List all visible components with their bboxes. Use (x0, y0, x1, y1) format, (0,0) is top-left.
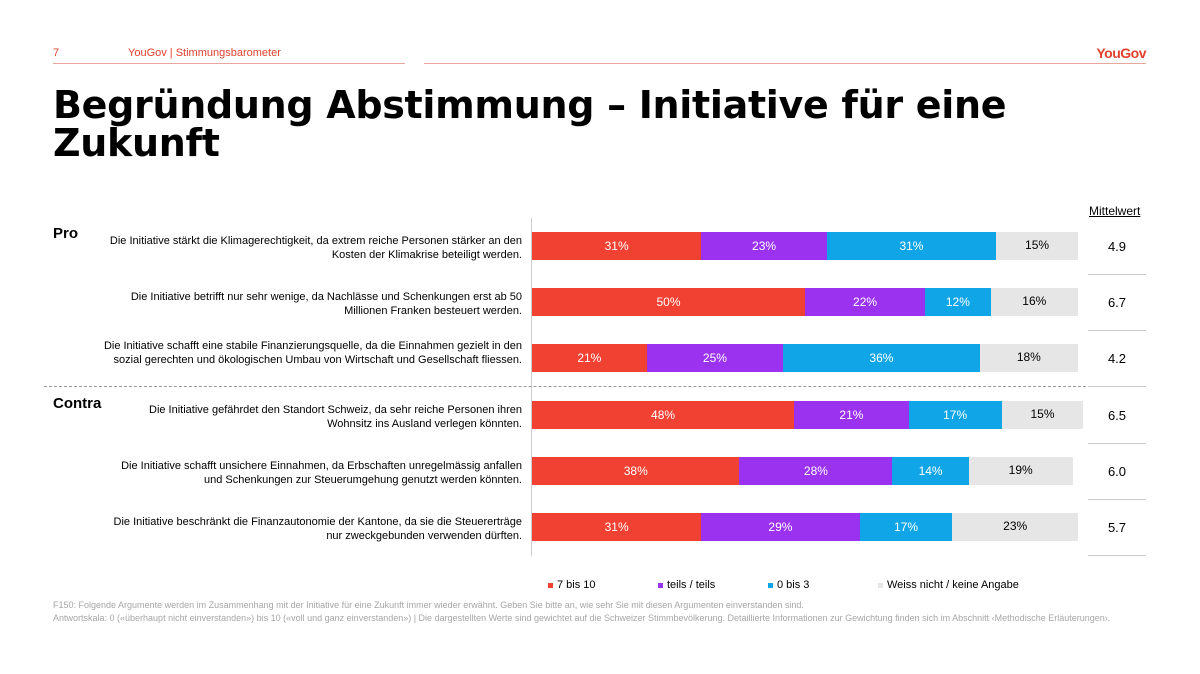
legend-swatch (768, 582, 773, 588)
mean-value: 6.5 (1107, 408, 1127, 423)
bar-segment: 38% (532, 457, 740, 485)
category-label: Die Initiative beschränkt die Finanzauto… (113, 516, 522, 542)
category-label: Die Initiative stärkt die Klimagerechtig… (109, 235, 522, 261)
bar-segment: 22% (805, 288, 926, 316)
bar-segment: 31% (826, 232, 997, 260)
footnote-scale: Antwortskala: 0 («überhaupt nicht einver… (53, 612, 1111, 623)
yougov-logo: YouGov (1096, 45, 1146, 61)
category-label: Die Initiative schafft eine stabile Fina… (103, 340, 522, 366)
bar-segment: 15% (996, 232, 1078, 260)
mean-value: 4.2 (1107, 351, 1127, 366)
legend-item: Weiss nicht / keine Angabe (878, 579, 1019, 591)
group-contra: Contra (53, 395, 102, 412)
bar-segment: 21% (794, 401, 909, 429)
category-label: Die Initiative gefährdet den Standort Sc… (149, 404, 522, 430)
bar-segment: 23% (952, 513, 1078, 541)
legend-label: 7 bis 10 (557, 579, 596, 591)
page-number: 7 (53, 47, 60, 59)
mean-divider (1088, 386, 1146, 387)
bar-segment: 21% (532, 344, 647, 372)
bar-segment: 14% (892, 457, 969, 485)
group-pro: Pro (53, 225, 79, 242)
legend-swatch (658, 582, 663, 588)
bar-segment: 50% (532, 288, 805, 316)
bar-segment: 31% (532, 232, 702, 260)
header-divider (53, 63, 405, 64)
bar-segment: 23% (701, 232, 827, 260)
header-divider (424, 63, 1146, 64)
bar-segment: 29% (701, 513, 860, 541)
mean-value: 6.0 (1107, 464, 1127, 479)
mean-divider (1088, 555, 1146, 556)
legend-label: 0 bis 3 (777, 579, 810, 591)
legend-label: Weiss nicht / keine Angabe (887, 579, 1019, 591)
footnote-question: F150: Folgende Argumente werden im Zusam… (53, 600, 804, 610)
category-label: Die Initiative betrifft nur sehr wenige,… (130, 291, 522, 317)
legend-item: 7 bis 10 (548, 579, 658, 591)
bar-segment: 28% (739, 457, 893, 485)
legend-swatch (548, 582, 553, 588)
chart-axis (531, 218, 532, 556)
legend-label: teils / teils (667, 579, 716, 591)
mean-value: 5.7 (1107, 520, 1127, 535)
bar-segment: 19% (968, 457, 1073, 485)
mean-header: Mittelwert (1089, 204, 1141, 218)
legend-item: teils / teils (658, 579, 768, 591)
mean-divider (1088, 499, 1146, 500)
category-label: Die Initiative schafft unsichere Einnahm… (121, 460, 522, 486)
bar-segment: 31% (532, 513, 702, 541)
group-divider (44, 386, 1146, 387)
legend: 7 bis 10 teils / teils 0 bis 3 Weiss nicht … (548, 579, 1019, 591)
bar-segment: 36% (783, 344, 980, 372)
bar-segment: 18% (979, 344, 1078, 372)
footnotes: F150: Folgende Argumente werden im Zusam… (53, 599, 1153, 624)
bar-segment: 25% (646, 344, 784, 372)
mean-value: 6.7 (1107, 295, 1127, 310)
mean-value: 4.9 (1107, 239, 1127, 254)
page-title: Begründung Abstimmung – Initiative für e… (53, 83, 1007, 165)
mean-divider (1088, 443, 1146, 444)
legend-swatch (878, 582, 883, 588)
bar-segment: 16% (990, 288, 1078, 316)
mean-divider (1088, 274, 1146, 275)
legend-item: 0 bis 3 (768, 579, 878, 591)
bar-segment: 17% (859, 513, 953, 541)
bar-segment: 12% (925, 288, 991, 316)
bar-segment: 48% (532, 401, 795, 429)
mean-divider (1088, 330, 1146, 331)
header-source: YouGov | Stimmungsbarometer (128, 47, 281, 59)
bar-segment: 15% (1001, 401, 1084, 429)
bar-segment: 17% (908, 401, 1002, 429)
